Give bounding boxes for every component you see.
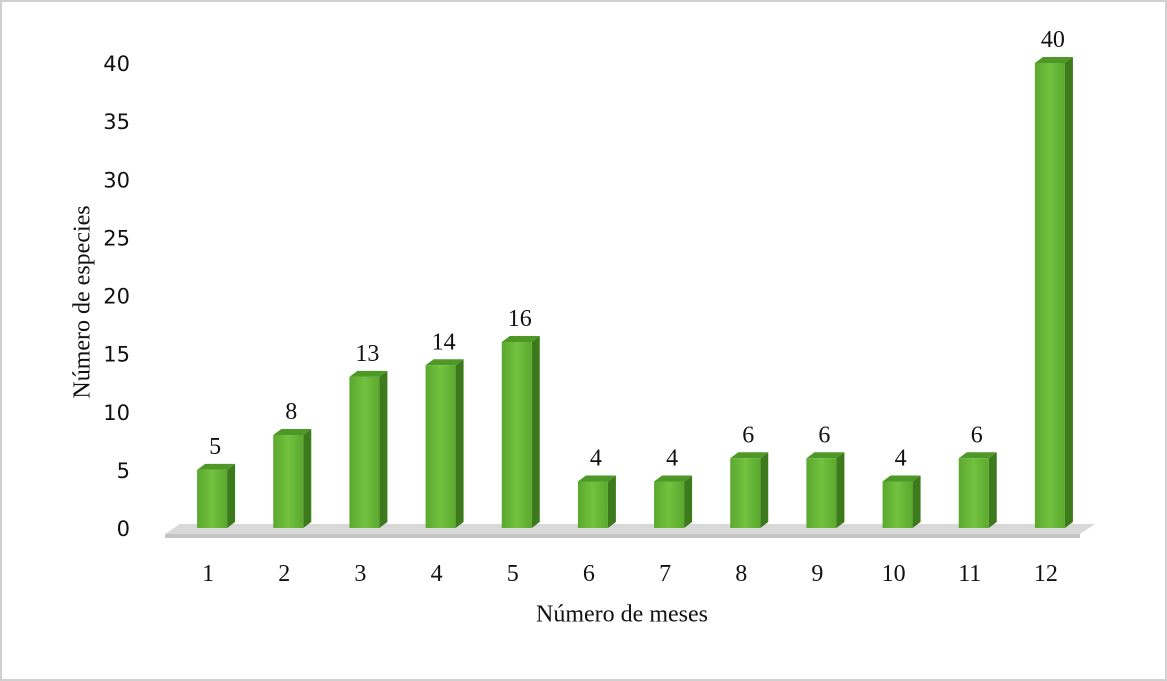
bar-top: [501, 336, 540, 342]
bar-top: [730, 452, 769, 459]
bar-top: [273, 429, 312, 435]
x-tick-label: 10: [882, 561, 906, 587]
y-tick-label: 20: [103, 285, 130, 309]
x-tick-label: 5: [507, 561, 519, 587]
x-axis-title: Número de meses: [536, 602, 708, 628]
bar: [501, 342, 532, 528]
bar: [958, 458, 989, 528]
bar-side: [1064, 57, 1073, 528]
x-tick-label: 1: [202, 561, 214, 587]
x-tick-label: 9: [811, 561, 823, 587]
bar-side: [988, 452, 997, 528]
bar: [1034, 63, 1065, 528]
bar-top: [958, 452, 997, 459]
bar: [730, 458, 761, 528]
bar-side: [912, 475, 921, 528]
bar-side: [760, 452, 769, 528]
data-label: 13: [355, 341, 379, 367]
bar-top: [577, 475, 616, 482]
bar: [882, 481, 913, 528]
data-label: 4: [590, 446, 602, 472]
data-label: 8: [285, 399, 297, 425]
data-label: 4: [666, 446, 678, 472]
y-tick-label: 10: [103, 401, 130, 425]
y-tick-label: 15: [103, 343, 130, 367]
bar-side: [836, 452, 845, 528]
bar-side: [607, 475, 616, 528]
bar: [273, 435, 304, 528]
x-tick-label: 4: [431, 561, 443, 587]
data-label: 40: [1041, 27, 1065, 53]
data-label: 5: [209, 434, 221, 460]
y-tick-label: 5: [117, 459, 130, 483]
floor: [165, 524, 1095, 534]
y-tick-label: 25: [103, 226, 130, 250]
data-label: 4: [895, 446, 907, 472]
floor-edge: [165, 534, 1080, 538]
bar-side: [684, 475, 693, 528]
bar: [806, 458, 837, 528]
bar: [577, 481, 608, 528]
bar-top: [882, 475, 921, 482]
y-tick-label: 40: [103, 52, 130, 76]
data-label: 14: [432, 329, 456, 355]
data-label: 6: [818, 422, 830, 448]
bar-side: [531, 336, 540, 528]
data-label: 6: [971, 422, 983, 448]
bar-top: [425, 359, 464, 366]
x-tick-label: 8: [735, 561, 747, 587]
bar: [425, 365, 456, 528]
bar-side: [303, 429, 312, 528]
x-tick-label: 7: [659, 561, 671, 587]
x-tick-label: 6: [583, 561, 595, 587]
x-tick-label: 11: [958, 561, 981, 587]
x-tick-label: 2: [278, 561, 290, 587]
bar-side: [379, 370, 388, 528]
bar-top: [806, 452, 845, 459]
bar: [349, 376, 380, 528]
bar-top: [1034, 57, 1073, 63]
data-label: 6: [742, 422, 754, 448]
bar-side: [227, 463, 236, 528]
bar: [654, 481, 685, 528]
data-label: 16: [508, 306, 532, 332]
y-tick-label: 30: [103, 168, 130, 192]
y-axis-title: Número de especies: [70, 205, 96, 398]
y-tick-label: 35: [103, 110, 130, 134]
x-tick-label: 3: [354, 561, 366, 587]
bar-top: [349, 370, 388, 377]
y-tick-label: 0: [117, 517, 130, 541]
x-tick-label: 12: [1034, 561, 1058, 587]
bar-top: [654, 475, 693, 482]
bar-side: [455, 359, 464, 528]
bar: [197, 469, 228, 528]
bar-top: [197, 463, 236, 470]
